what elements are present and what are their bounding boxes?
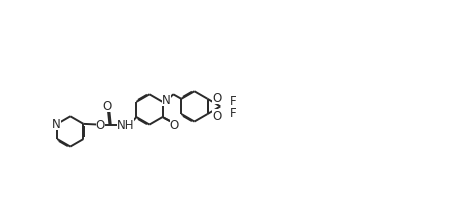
Text: O: O <box>102 99 112 112</box>
Text: O: O <box>212 109 222 122</box>
Text: O: O <box>170 118 179 131</box>
Text: O: O <box>96 119 105 131</box>
Text: NH: NH <box>117 119 135 131</box>
Text: O: O <box>212 91 222 104</box>
Text: N: N <box>162 94 171 107</box>
Text: N: N <box>52 117 61 130</box>
Text: F: F <box>230 106 237 119</box>
Text: F: F <box>230 94 237 107</box>
